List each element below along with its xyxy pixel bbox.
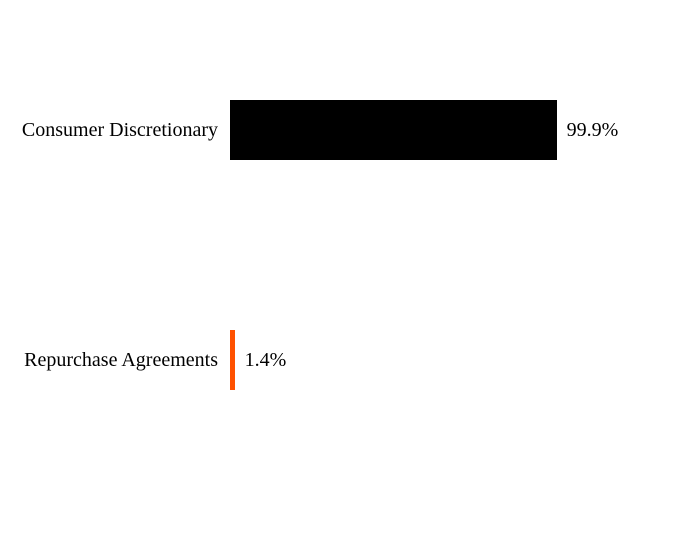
bar-chart: Consumer Discretionary 99.9% Repurchase …	[0, 0, 696, 540]
value-label: 1.4%	[235, 349, 287, 372]
bar	[230, 100, 557, 160]
bar-row: Repurchase Agreements 1.4%	[0, 330, 286, 390]
bar-area: 1.4%	[230, 330, 286, 390]
category-label: Repurchase Agreements	[0, 349, 230, 372]
category-label: Consumer Discretionary	[0, 119, 230, 142]
value-label: 99.9%	[557, 119, 619, 142]
bar-area: 99.9%	[230, 100, 618, 160]
bar-row: Consumer Discretionary 99.9%	[0, 100, 618, 160]
